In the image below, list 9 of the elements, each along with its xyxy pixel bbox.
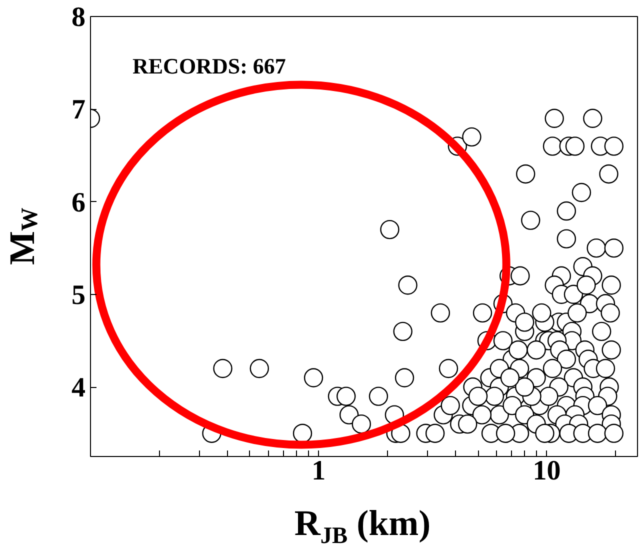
x-tick-label: 1	[312, 456, 326, 486]
x-tick-label: 10	[532, 456, 561, 486]
y-tick-label: 4	[72, 372, 86, 404]
y-tick-label: 7	[72, 94, 86, 126]
annotation: RECORDS: 667	[132, 54, 286, 78]
y-tick-label: 8	[72, 2, 86, 33]
x-axis-title: R$_{JB}$ (km)	[293, 503, 432, 549]
y-tick-label: 5	[72, 280, 86, 311]
y-tick-label: 6	[72, 187, 86, 218]
